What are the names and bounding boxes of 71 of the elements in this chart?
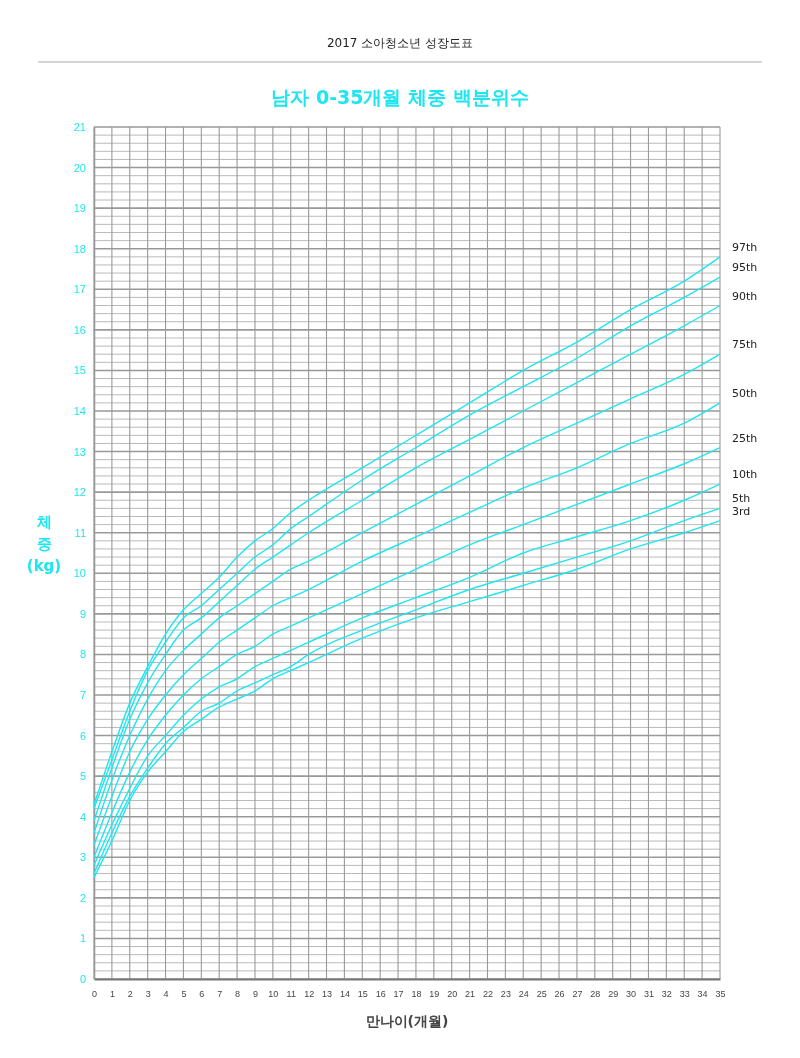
y-tick-label: 2 bbox=[79, 891, 86, 904]
y-tick-label: 9 bbox=[79, 607, 86, 620]
x-tick-label: 7 bbox=[217, 989, 223, 1000]
x-tick-label: 9 bbox=[252, 989, 258, 1000]
x-tick-label: 31 bbox=[643, 989, 654, 1000]
x-tick-label: 17 bbox=[393, 989, 404, 1000]
x-tick-label: 28 bbox=[590, 989, 601, 1000]
x-tick-label: 16 bbox=[375, 989, 386, 1000]
x-tick-label: 2 bbox=[127, 989, 133, 1000]
y-tick-label: 5 bbox=[79, 770, 86, 783]
x-tick-label: 32 bbox=[661, 989, 672, 1000]
y-tick-label: 16 bbox=[73, 323, 86, 336]
y-axis-title: 체 중 (kg) bbox=[26, 513, 62, 575]
y-tick-label: 1 bbox=[79, 932, 86, 945]
series-label: 3rd bbox=[732, 505, 751, 519]
x-tick-label: 3 bbox=[145, 989, 151, 1000]
series-label: 97th bbox=[732, 240, 758, 254]
x-tick-label: 15 bbox=[357, 989, 368, 1000]
series-label: 10th bbox=[732, 468, 758, 482]
x-tick-label: 13 bbox=[322, 989, 333, 1000]
x-tick-label: 18 bbox=[411, 989, 422, 1000]
x-tick-label: 33 bbox=[679, 989, 690, 1000]
x-tick-label: 29 bbox=[608, 989, 619, 1000]
y-tick-label: 0 bbox=[79, 973, 86, 986]
x-axis-title: 만나이(개월) bbox=[365, 1013, 449, 1029]
y-tick-label: 12 bbox=[73, 486, 86, 499]
y-tick-label: 19 bbox=[73, 202, 86, 215]
x-tick-label: 21 bbox=[465, 989, 476, 1000]
x-tick-label: 8 bbox=[235, 989, 241, 1000]
y-tick-label: 7 bbox=[79, 689, 86, 702]
series-label: 5th bbox=[732, 492, 751, 506]
x-tick-label: 14 bbox=[339, 989, 350, 1000]
x-tick-label: 12 bbox=[304, 989, 315, 1000]
y-tick-label: 13 bbox=[73, 445, 86, 458]
series-label: 75th bbox=[732, 338, 758, 352]
x-tick-label: 30 bbox=[626, 989, 637, 1000]
series-label: 25th bbox=[732, 431, 758, 445]
y-tick-label: 20 bbox=[73, 161, 86, 174]
x-tick-label: 0 bbox=[91, 989, 98, 1000]
text: 2017 소아청소년 성장도표 bbox=[326, 36, 474, 50]
series-label: 95th bbox=[732, 261, 758, 275]
y-tick-label: 21 bbox=[73, 121, 86, 134]
x-tick-label: 11 bbox=[286, 989, 296, 1000]
x-tick-label: 23 bbox=[500, 989, 511, 1000]
x-tick-label: 6 bbox=[199, 989, 205, 1000]
y-tick-label: 11 bbox=[74, 526, 86, 539]
y-tick-label: 15 bbox=[73, 364, 86, 377]
x-tick-label: 26 bbox=[554, 989, 565, 1000]
y-tick-label: 8 bbox=[79, 648, 86, 661]
x-tick-label: 4 bbox=[163, 989, 169, 1000]
chart-title: 남자 0-35개월 체중 백분위수 bbox=[271, 86, 529, 108]
x-tick-label: 34 bbox=[697, 989, 708, 1000]
series-label: 90th bbox=[732, 289, 758, 303]
y-tick-label: 4 bbox=[79, 810, 86, 823]
y-tick-label: 10 bbox=[73, 567, 86, 580]
x-tick-label: 20 bbox=[447, 989, 458, 1000]
x-tick-label: 10 bbox=[268, 989, 279, 1000]
x-tick-label: 1 bbox=[109, 989, 115, 1000]
x-tick-label: 27 bbox=[572, 989, 583, 1000]
series-label: 50th bbox=[732, 386, 758, 400]
x-tick-label: 35 bbox=[715, 989, 726, 1000]
x-tick-label: 24 bbox=[518, 989, 529, 1000]
x-tick-label: 22 bbox=[482, 989, 493, 1000]
x-tick-label: 25 bbox=[536, 989, 547, 1000]
y-tick-label: 17 bbox=[73, 283, 86, 296]
x-tick-label: 19 bbox=[429, 989, 440, 1000]
y-tick-label: 14 bbox=[73, 405, 86, 418]
y-tick-label: 6 bbox=[79, 729, 86, 742]
y-tick-label: 3 bbox=[79, 851, 86, 864]
x-tick-label: 5 bbox=[181, 989, 187, 1000]
y-tick-label: 18 bbox=[73, 242, 86, 255]
